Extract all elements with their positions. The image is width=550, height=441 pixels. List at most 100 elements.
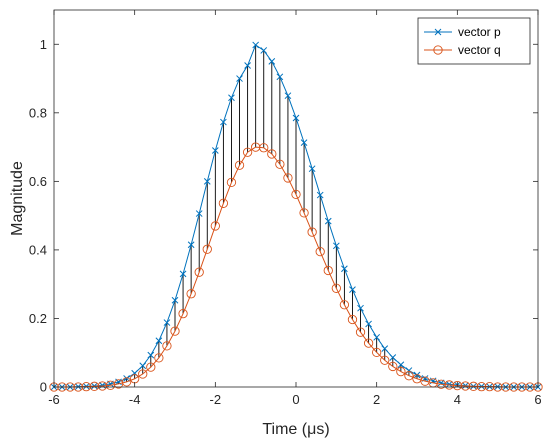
data-point-x-marker bbox=[260, 47, 268, 54]
marker-stroke bbox=[405, 367, 413, 374]
data-point-circle-marker bbox=[138, 369, 148, 379]
y-tick-label: 0.8 bbox=[29, 105, 47, 120]
data-point-x-marker bbox=[284, 92, 292, 100]
x-tick-label: 4 bbox=[454, 392, 461, 407]
data-point-circle-marker bbox=[178, 309, 188, 319]
marker-stroke bbox=[147, 351, 155, 359]
data-point-x-marker bbox=[349, 286, 356, 294]
data-point-circle-marker bbox=[226, 177, 237, 188]
data-point-circle-marker bbox=[194, 267, 204, 277]
data-point-x-marker bbox=[332, 242, 340, 250]
data-point-circle-marker bbox=[372, 347, 382, 358]
marker-stroke bbox=[292, 114, 300, 122]
data-point-x-marker bbox=[195, 210, 203, 217]
data-point-x-marker bbox=[228, 94, 235, 102]
data-point-x-marker bbox=[341, 265, 348, 273]
data-point-x-marker bbox=[187, 241, 195, 249]
data-point-circle-marker bbox=[339, 300, 350, 310]
marker-stroke bbox=[195, 210, 203, 217]
data-point-x-marker bbox=[300, 139, 308, 146]
data-point-circle-marker bbox=[202, 244, 212, 254]
marker-stroke bbox=[236, 75, 243, 82]
x-tick-label: -4 bbox=[129, 392, 141, 407]
marker-stroke bbox=[276, 73, 284, 81]
data-point-x-marker bbox=[155, 337, 163, 345]
data-point-circle-marker bbox=[210, 221, 220, 231]
data-point-circle-marker bbox=[331, 283, 341, 293]
data-point-circle-marker bbox=[186, 289, 196, 299]
data-point-circle-marker bbox=[323, 265, 333, 276]
data-point-x-marker bbox=[316, 191, 324, 199]
data-point-circle-marker bbox=[291, 189, 301, 200]
marker-stroke bbox=[357, 304, 364, 312]
legend-entries: vector p vector q bbox=[424, 25, 501, 57]
y-tick-label: 0.4 bbox=[29, 242, 47, 257]
marker-stroke bbox=[316, 191, 324, 199]
legend-circle-icon bbox=[433, 45, 443, 55]
data-point-circle-marker bbox=[267, 149, 277, 159]
data-point-circle-marker bbox=[404, 371, 414, 381]
data-point-circle-marker bbox=[363, 338, 374, 348]
y-axis-label: Magnitude bbox=[9, 161, 26, 236]
data-point-circle-marker bbox=[218, 198, 229, 208]
data-point-x-marker bbox=[123, 375, 130, 382]
x-tick-label: 0 bbox=[292, 392, 299, 407]
legend-label: vector q bbox=[458, 43, 501, 57]
marker-stroke bbox=[123, 375, 130, 382]
marker-stroke bbox=[445, 380, 453, 388]
marker-stroke bbox=[244, 62, 251, 69]
marker-stroke bbox=[365, 320, 372, 328]
data-point-x-marker bbox=[236, 75, 243, 82]
data-point-x-marker bbox=[292, 114, 300, 122]
data-point-circle-marker bbox=[355, 327, 366, 337]
data-point-circle-marker bbox=[315, 246, 325, 257]
x-tick-label: 6 bbox=[534, 392, 541, 407]
marker-stroke bbox=[228, 94, 235, 102]
legend-box bbox=[417, 17, 531, 65]
marker-stroke bbox=[397, 361, 405, 369]
marker-stroke bbox=[220, 118, 227, 126]
data-point-x-marker bbox=[405, 367, 413, 374]
marker-stroke bbox=[203, 178, 211, 185]
x-tick-label: -6 bbox=[48, 392, 60, 407]
marker-stroke bbox=[284, 92, 292, 100]
data-point-x-marker bbox=[252, 41, 260, 49]
data-point-x-marker bbox=[139, 362, 147, 370]
data-point-circle-marker bbox=[275, 159, 285, 169]
data-point-x-marker bbox=[203, 178, 211, 185]
marker-stroke bbox=[300, 139, 308, 146]
data-point-circle-marker bbox=[154, 353, 164, 363]
data-point-circle-marker bbox=[283, 173, 293, 183]
data-point-circle-marker bbox=[396, 366, 406, 377]
tick-labels: -6 -4 -2 0 2 4 6 0 0.2 0.4 0.6 0.8 1 bbox=[29, 37, 542, 407]
y-tick-label: 1 bbox=[40, 37, 47, 52]
data-point-x-marker bbox=[324, 217, 332, 225]
data-point-x-marker bbox=[163, 319, 171, 326]
data-point-x-marker bbox=[179, 270, 187, 278]
data-point-x-marker bbox=[268, 58, 276, 65]
data-point-x-marker bbox=[365, 320, 372, 328]
y-tick-label: 0.2 bbox=[29, 311, 47, 326]
data-point-circle-marker bbox=[234, 160, 245, 170]
legend-entry: vector q bbox=[424, 43, 501, 57]
marker-stroke bbox=[332, 242, 340, 250]
marker-stroke bbox=[252, 41, 260, 49]
marker-stroke bbox=[389, 354, 397, 361]
data-point-circle-marker bbox=[162, 341, 172, 351]
axes bbox=[53, 9, 539, 388]
data-point-x-marker bbox=[220, 118, 227, 126]
marker-stroke bbox=[437, 379, 445, 387]
data-point-x-marker bbox=[211, 147, 219, 154]
data-point-circle-marker bbox=[307, 227, 317, 237]
y-tick-label: 0.6 bbox=[29, 174, 47, 189]
data-point-x-marker bbox=[381, 345, 389, 352]
data-point-circle-marker bbox=[259, 143, 269, 153]
marker-stroke bbox=[155, 337, 163, 345]
legend-entry: vector p bbox=[424, 25, 501, 39]
marker-stroke bbox=[187, 241, 195, 249]
data-point-circle-marker bbox=[388, 361, 398, 372]
x-tick-label: 2 bbox=[373, 392, 380, 407]
data-point-x-marker bbox=[147, 351, 155, 359]
